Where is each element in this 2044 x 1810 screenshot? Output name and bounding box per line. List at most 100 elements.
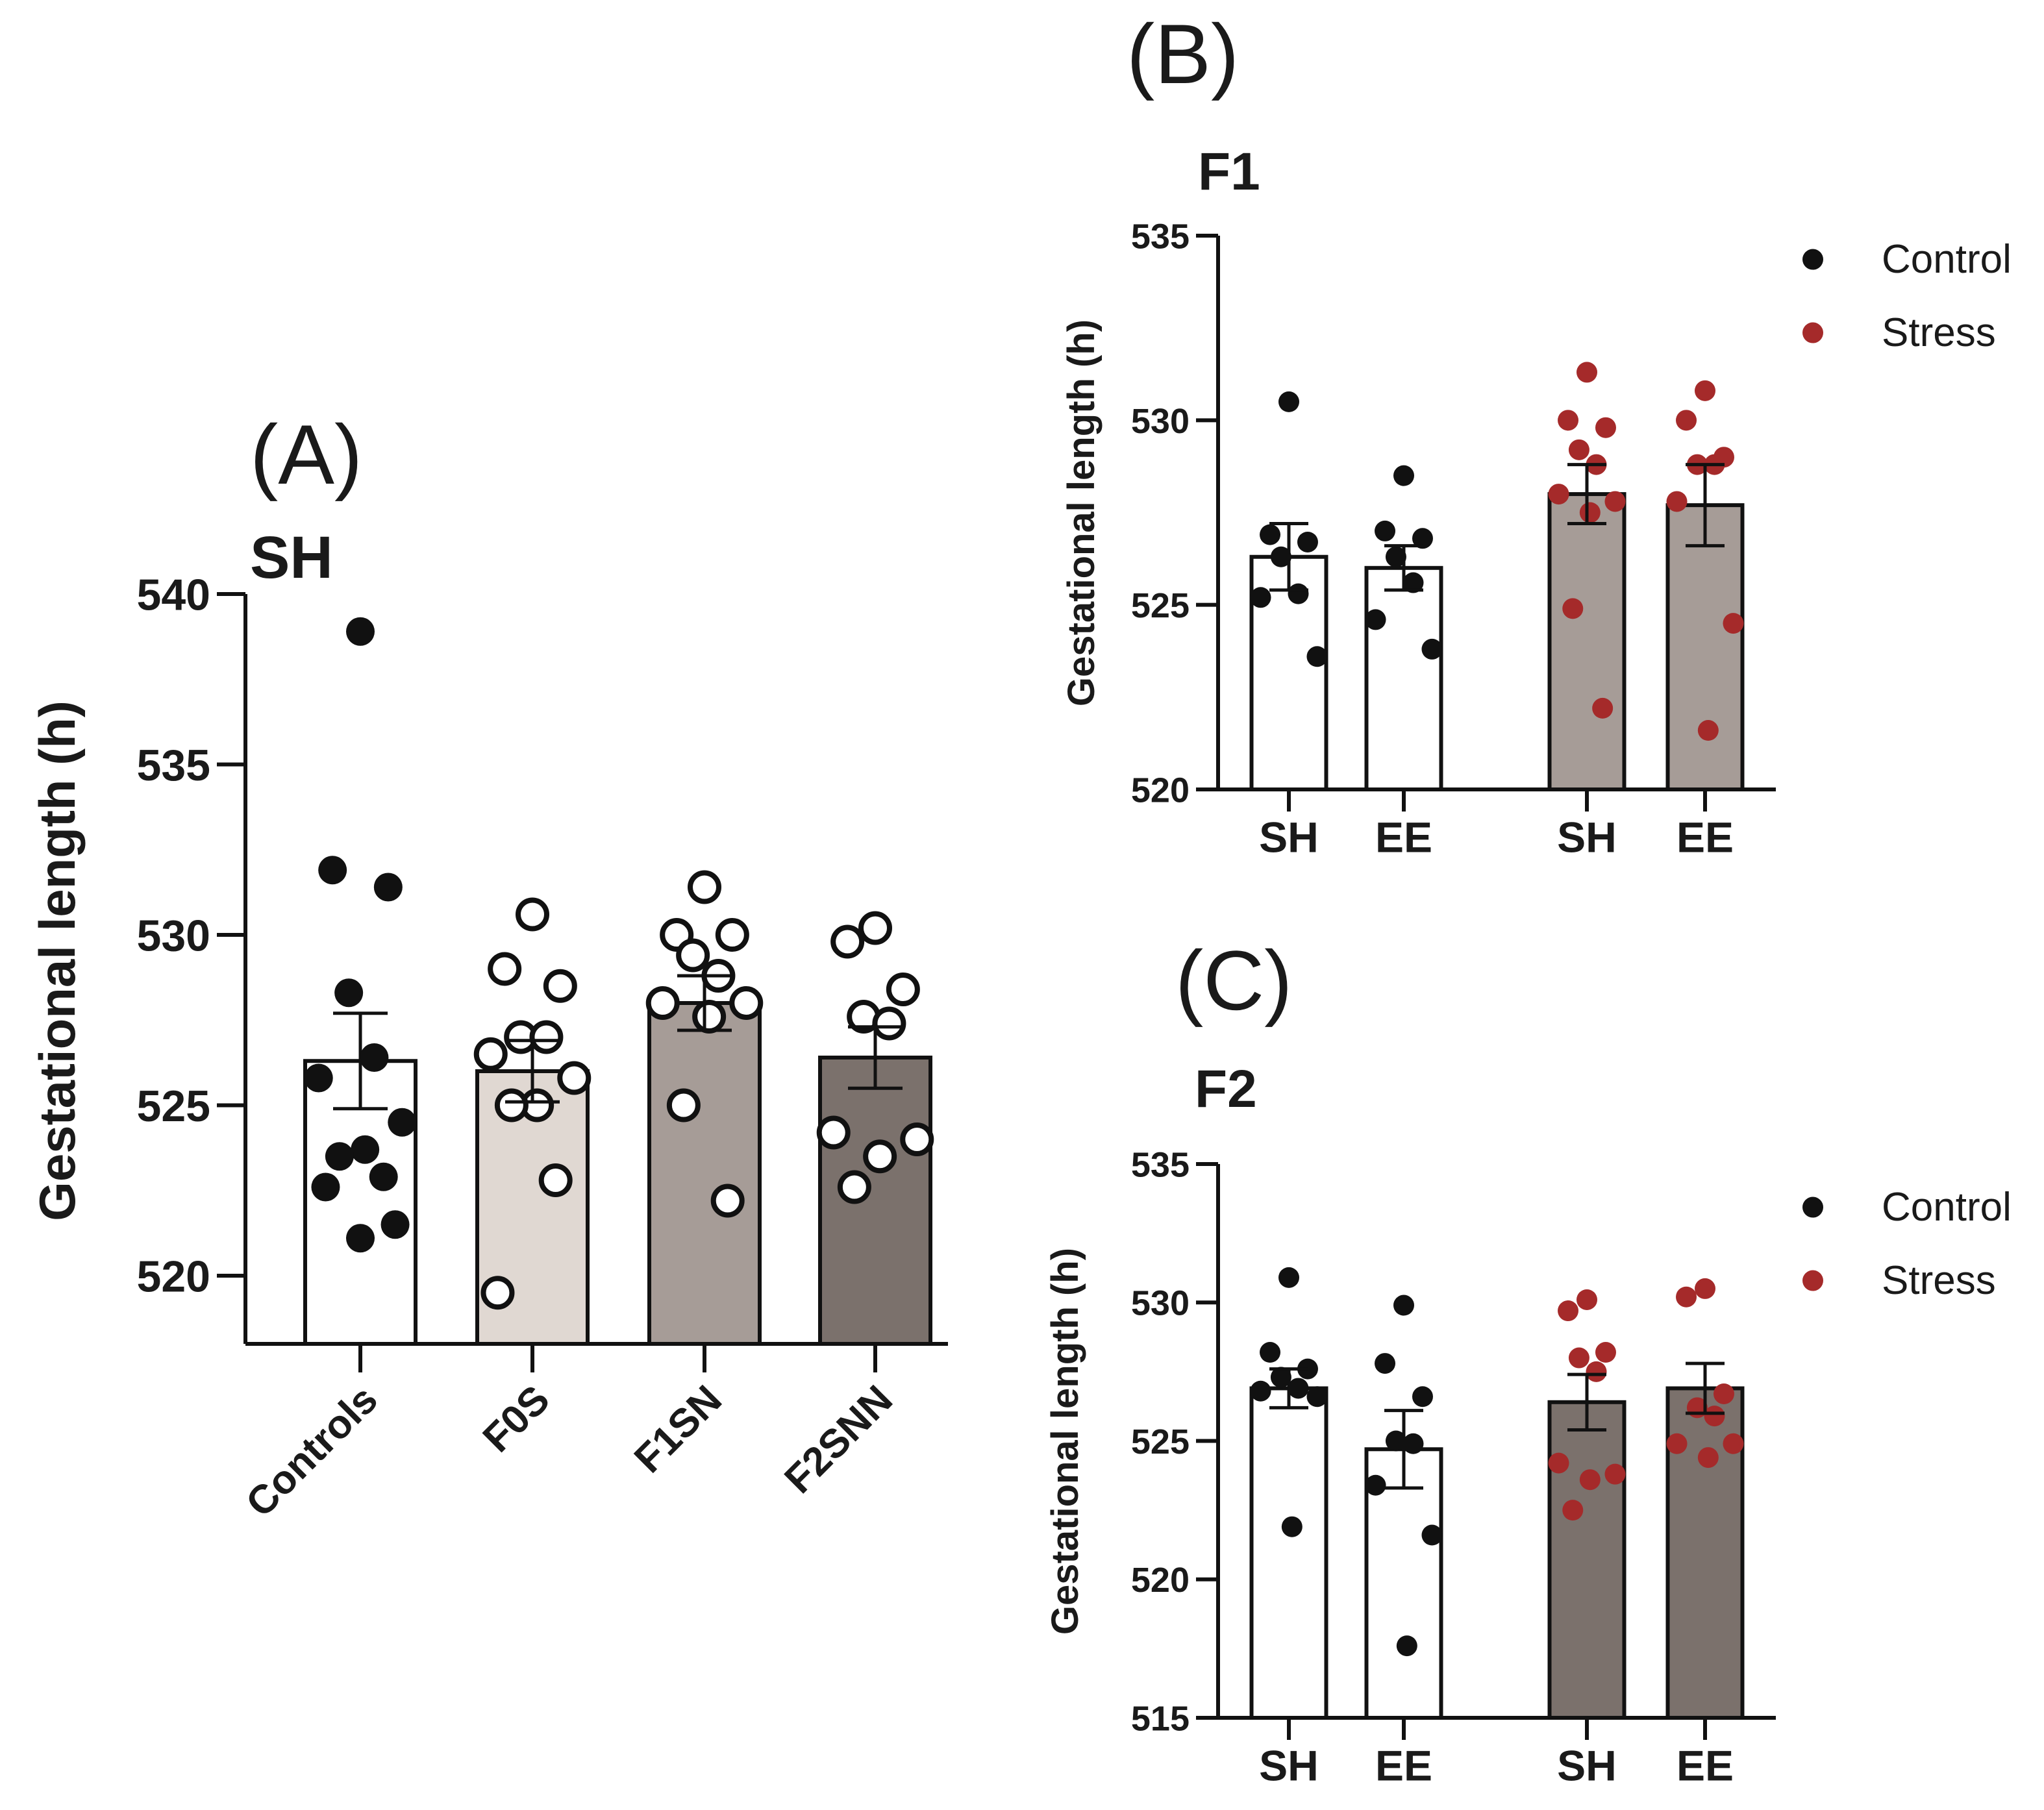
data-point (1604, 1463, 1626, 1485)
legend-label-stress: Stress (1882, 1258, 1996, 1303)
data-point (1723, 1433, 1744, 1454)
data-point (538, 1163, 573, 1197)
y-tick-label: 520 (1131, 771, 1190, 810)
data-point (311, 1172, 340, 1202)
data-point (480, 1276, 515, 1310)
legend-marker-stress (1802, 322, 1823, 343)
data-point (1385, 546, 1406, 567)
data-point (1704, 1406, 1725, 1427)
x-tick-label: SH (1259, 813, 1319, 862)
data-point (1421, 1524, 1443, 1546)
data-point (1577, 1289, 1597, 1310)
data-point (1695, 380, 1715, 401)
data-point (1393, 1295, 1414, 1316)
data-point (1697, 720, 1719, 741)
data-point (1375, 520, 1396, 541)
y-tick-label: 525 (137, 1082, 210, 1131)
data-point (1666, 491, 1688, 512)
legend-marker-control (1802, 249, 1823, 270)
data-point (346, 617, 375, 646)
data-point (1288, 1378, 1309, 1399)
data-point (1713, 1383, 1734, 1404)
data-point (1697, 1447, 1719, 1469)
data-point (1297, 531, 1318, 552)
data-point (1260, 1342, 1281, 1363)
data-point (1548, 484, 1569, 505)
bar (647, 1001, 762, 1346)
y-axis-label: Gestational length (h) (1044, 1248, 1086, 1635)
y-tick-label: 530 (1131, 402, 1190, 441)
legend: Control Stress (1802, 1185, 2012, 1303)
panel-c: (C) F2 Gestational length (h) 515 520 525 530 5… (1044, 933, 2012, 1790)
data-point (1250, 1380, 1271, 1402)
data-point (666, 1088, 701, 1122)
data-point (1278, 391, 1299, 412)
data-point (369, 1162, 398, 1191)
data-point (858, 911, 892, 945)
data-point (830, 924, 865, 959)
bar (1547, 492, 1626, 791)
data-point (1676, 1286, 1697, 1308)
x-tick-label: SH (1259, 1742, 1319, 1790)
x-tick-label: EE (1676, 813, 1734, 862)
x-tick-label: Controls (238, 1377, 386, 1526)
data-point (676, 938, 710, 973)
data-point (360, 1043, 389, 1072)
panel-letter: (B) (1127, 6, 1239, 101)
data-point (1568, 1347, 1589, 1369)
data-point (1365, 609, 1386, 630)
legend: Control Stress (1802, 237, 2012, 355)
data-point (1402, 1433, 1424, 1454)
data-point (1695, 1278, 1715, 1299)
data-point (692, 1000, 727, 1034)
y-tick-label: 530 (137, 911, 210, 960)
legend-label-control: Control (1882, 1185, 2012, 1230)
data-point (557, 1061, 592, 1095)
data-point (516, 897, 549, 932)
y-tick-label: 540 (137, 570, 210, 619)
panel-letter: (A) (250, 407, 362, 502)
data-point (1402, 572, 1424, 593)
data-point (1250, 587, 1271, 608)
x-tick-label: F0S (475, 1377, 558, 1461)
data-point (1604, 491, 1626, 512)
x-tick-label: SH (1557, 813, 1617, 862)
data-point (304, 1063, 333, 1093)
data-point (334, 978, 364, 1008)
data-point (1385, 1430, 1406, 1452)
x-tick-label: F1SN (626, 1377, 730, 1481)
data-point (1375, 1353, 1396, 1374)
data-point (1412, 1386, 1433, 1407)
data-point (837, 1170, 871, 1204)
data-point (529, 1020, 564, 1054)
data-point (1548, 1452, 1569, 1474)
data-point (1586, 1361, 1607, 1382)
data-point (473, 1037, 508, 1071)
legend-label-control: Control (1882, 237, 2012, 282)
data-point (1676, 410, 1697, 431)
x-tick-label: EE (1375, 1742, 1432, 1790)
data-point (1306, 646, 1328, 667)
y-tick-label: 530 (1131, 1284, 1190, 1323)
data-point (380, 1210, 410, 1239)
data-point (543, 969, 577, 1003)
data-point (729, 986, 764, 1020)
data-point (1393, 465, 1414, 486)
bar (1665, 503, 1745, 791)
y-tick-label: 535 (1131, 217, 1190, 256)
chart-title: F1 (1198, 142, 1260, 201)
data-point (346, 1224, 375, 1253)
data-point (1281, 1516, 1302, 1537)
data-point (318, 856, 347, 885)
data-point (1270, 546, 1291, 567)
data-point (1568, 439, 1589, 460)
legend-marker-stress (1802, 1270, 1823, 1291)
data-point (1592, 697, 1614, 719)
data-point (1270, 1367, 1291, 1388)
data-point (1579, 1469, 1601, 1491)
data-point (373, 873, 403, 902)
data-point (1558, 1300, 1579, 1322)
legend-label-stress: Stress (1882, 310, 1996, 355)
panel-letter: (C) (1175, 933, 1292, 1028)
x-tick-label: EE (1676, 1742, 1734, 1790)
